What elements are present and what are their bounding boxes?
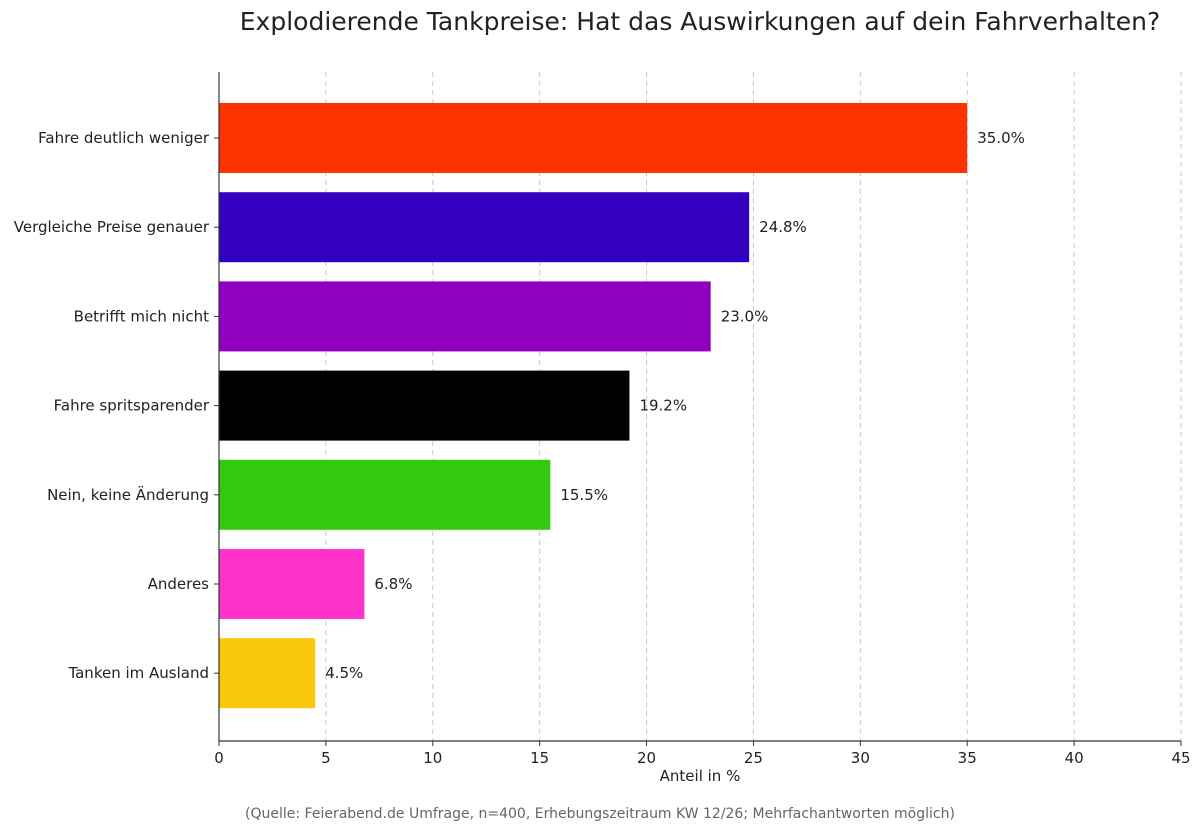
bar (219, 370, 630, 441)
footnote: (Quelle: Feierabend.de Umfrage, n=400, E… (245, 806, 955, 822)
x-tick-label: 10 (423, 749, 442, 767)
bar (219, 192, 750, 263)
category-label: Fahre deutlich weniger (38, 129, 210, 147)
category-label: Fahre spritsparender (54, 397, 210, 415)
data-label: 15.5% (560, 486, 608, 504)
category-label: Vergleiche Preise genauer (14, 218, 210, 236)
x-tick-label: 35 (958, 749, 977, 767)
bar (219, 103, 968, 173)
bar (219, 638, 316, 709)
x-tick-label: 15 (530, 749, 549, 767)
data-label: 6.8% (374, 575, 412, 593)
x-axis-label: Anteil in % (660, 767, 741, 785)
category-label: Tanken im Ausland (67, 664, 209, 682)
x-tick-label: 30 (851, 749, 870, 767)
bar (219, 459, 551, 530)
data-label: 24.8% (759, 218, 807, 236)
x-tick-label: 25 (744, 749, 763, 767)
data-label: 35.0% (977, 129, 1025, 147)
x-tick-label: 5 (321, 749, 331, 767)
category-label: Nein, keine Änderung (47, 485, 209, 504)
data-label: 4.5% (325, 664, 363, 682)
bar (219, 281, 711, 352)
category-label: Anderes (148, 575, 210, 593)
x-tick-label: 20 (637, 749, 656, 767)
chart-title: Explodierende Tankpreise: Hat das Auswir… (240, 7, 1160, 36)
x-tick-label: 45 (1171, 749, 1190, 767)
bar (219, 549, 365, 619)
category-label: Betrifft mich nicht (74, 307, 209, 325)
data-label: 19.2% (639, 397, 687, 415)
x-tick-label: 0 (214, 749, 224, 767)
data-label: 23.0% (721, 307, 769, 325)
x-tick-label: 40 (1065, 749, 1084, 767)
